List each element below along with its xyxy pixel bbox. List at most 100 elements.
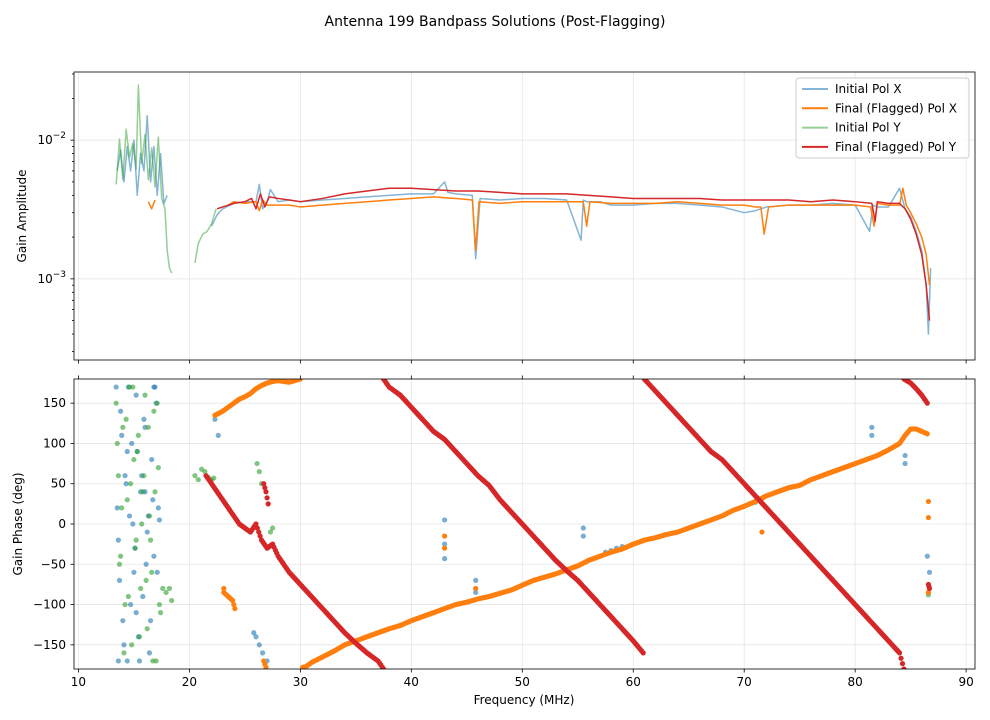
phase-point-initial-pol-y [141,473,147,479]
tick-base: 10 [37,133,52,147]
phase-y-tick-label: −50 [41,557,66,571]
phase-point-initial-pol-x [121,642,127,648]
phase-point-final-flagged-pol-y [380,666,387,669]
phase-point-initial-pol-x [140,593,146,600]
phase-point-initial-pol-y [134,448,140,455]
amplitude-legend: Initial Pol X Final (Flagged) Pol X Initia… [795,77,970,159]
phase-point-final-flagged-pol-x [221,585,227,592]
phase-point-initial-pol-y [123,416,129,422]
figure-title: Antenna 199 Bandpass Solutions (Post-Fla… [325,14,666,30]
phase-x-tick-label: 70 [737,675,752,689]
phase-point-initial-pol-x [124,658,130,664]
phase-x-tick-label: 10 [71,675,86,689]
phase-point-initial-pol-y [115,473,121,479]
phase-point-initial-pol-x [156,517,163,523]
phase-y-tick-label: 100 [43,436,66,450]
phase-y-tick-label: 0 [58,517,66,531]
phase-point-final-flagged-pol-x [263,664,269,669]
tick-exponent: −3 [53,270,66,280]
phase-point-initial-pol-y [131,456,137,463]
phase-point-initial-pol-y [211,475,217,481]
phase-point-initial-pol-x [129,440,135,447]
phase-point-initial-pol-y [160,585,166,592]
amplitude-panel: 10−210−3 Gain Amplitude Initial Pol XFin… [15,71,976,364]
phase-point-initial-pol-x [580,533,586,539]
phase-point-initial-pol-y [151,408,157,414]
phase-grid [74,379,975,669]
phase-point-initial-pol-x [119,432,125,438]
phase-point-initial-pol-y [129,642,135,648]
phase-point-initial-pol-y [125,593,131,600]
phase-point-initial-pol-x [123,481,129,487]
phase-point-initial-pol-x [146,650,153,656]
phase-point-final-flagged-pol-x [925,589,932,596]
phase-point-initial-pol-y [120,424,126,430]
amplitude-line-final-flagged-pol-y [216,187,931,321]
phase-point-initial-pol-x [926,569,933,575]
phase-point-initial-pol-y [256,469,262,475]
amplitude-line-initial-pol-y [115,84,217,274]
amplitude-y-axis-label: Gain Amplitude [15,170,29,263]
phase-point-initial-pol-y [154,400,160,406]
phase-point-initial-pol-y [155,465,161,471]
legend-box [795,77,970,159]
phase-point-initial-pol-x [869,424,875,430]
amplitude-plot-area [115,84,932,335]
phase-point-initial-pol-y [146,513,153,519]
phase-point-initial-pol-x [115,537,121,543]
phase-point-final-flagged-pol-y [265,501,271,507]
phase-point-final-flagged-pol-x [297,379,303,382]
phase-point-initial-pol-y [169,597,175,604]
phase-point-initial-pol-x [924,553,930,559]
phase-point-initial-pol-x [473,589,479,596]
tick-exponent: −2 [53,131,66,141]
phase-point-initial-pol-y [267,529,273,535]
phase-series-initial-pol-y [113,384,932,664]
phase-point-final-flagged-pol-y [256,529,262,535]
phase-point-initial-pol-y [132,545,138,551]
phase-point-initial-pol-x [902,460,908,467]
phase-point-final-flagged-pol-y [926,585,933,592]
phase-point-initial-pol-x [251,630,257,636]
phase-point-initial-pol-y [118,553,124,559]
phase-point-initial-pol-y [195,477,201,483]
amplitude-ticks: 10−210−3 [37,73,967,364]
phase-x-tick-label: 60 [626,675,641,689]
phase-point-initial-pol-x [141,416,147,422]
phase-x-axis-label: Frequency (MHz) [474,693,575,707]
phase-point-initial-pol-y [140,489,146,495]
amplitude-axes-frame [73,71,976,361]
phase-point-final-flagged-pol-y [899,661,906,667]
phase-point-initial-pol-y [254,460,260,467]
phase-point-initial-pol-x [902,452,908,459]
phase-panel: 10 20 30 40 50 60 70 80 90 150 100 50 0 −50 −100 −150 G… [11,375,976,707]
phase-y-axis-label: Gain Phase (deg) [11,472,25,575]
phase-point-initial-pol-y [149,569,155,575]
phase-point-initial-pol-x [151,553,157,559]
phase-point-initial-pol-x [442,541,448,547]
phase-point-initial-pol-x [120,618,126,624]
phase-point-initial-pol-y [127,481,134,487]
phase-point-final-flagged-pol-y [261,481,267,487]
phase-y-tick-label: 150 [43,396,66,410]
phase-point-initial-pol-x [260,650,266,656]
phase-series-final-flagged-pol-y [203,379,933,669]
phase-point-final-flagged-pol-x [925,498,932,505]
phase-ticks: 10 20 30 40 50 60 70 80 90 150 100 50 0 −50 −100 −150 [33,375,974,689]
phase-series-group [113,379,933,669]
phase-point-initial-pol-x [147,618,154,624]
phase-point-initial-pol-x [256,642,262,648]
phase-plot-area [113,379,933,669]
phase-point-final-flagged-pol-x [924,431,930,437]
phase-point-initial-pol-y [270,525,276,531]
phase-point-final-flagged-pol-y [640,650,646,656]
phase-point-initial-pol-y [157,610,164,616]
phase-point-initial-pol-y [166,585,173,592]
phase-point-final-flagged-pol-x [230,597,236,604]
phase-point-initial-pol-y [143,577,149,583]
phase-point-initial-pol-y [156,601,163,608]
phase-point-final-flagged-pol-y [901,666,907,669]
phase-point-initial-pol-x [127,601,134,608]
phase-point-final-flagged-pol-x [442,533,448,539]
